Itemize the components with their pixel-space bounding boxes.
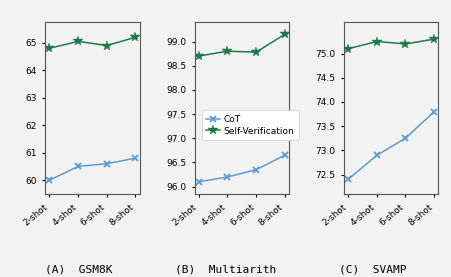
CoT bbox=[281, 153, 287, 157]
Text: (C)  SVAMP: (C) SVAMP bbox=[338, 264, 406, 274]
Self-Verification bbox=[281, 33, 287, 36]
CoT bbox=[253, 168, 258, 171]
Self-Verification bbox=[196, 54, 201, 58]
Text: (B)  Multiarith: (B) Multiarith bbox=[175, 264, 276, 274]
CoT bbox=[224, 175, 230, 179]
Legend: CoT, Self-Verification: CoT, Self-Verification bbox=[202, 110, 298, 140]
Line: CoT: CoT bbox=[195, 152, 288, 185]
Text: (A)  GSM8K: (A) GSM8K bbox=[45, 264, 113, 274]
Self-Verification bbox=[224, 50, 230, 53]
Line: Self-Verification: Self-Verification bbox=[193, 29, 289, 61]
CoT bbox=[196, 180, 201, 183]
Self-Verification bbox=[253, 50, 258, 54]
